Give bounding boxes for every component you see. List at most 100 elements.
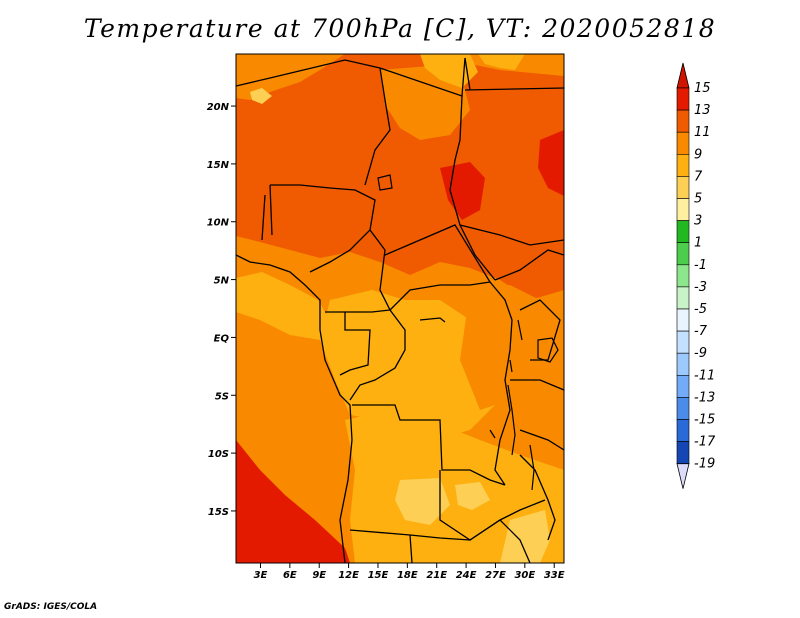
colorbar-label: 11 xyxy=(694,125,711,140)
colorbar-segment xyxy=(676,352,690,376)
lat-tick-label: 10S xyxy=(208,449,229,460)
map-frame xyxy=(235,53,565,564)
lat-tick-label: 5S xyxy=(215,391,229,402)
field-central-cool xyxy=(320,290,500,438)
border-cameroon xyxy=(345,229,391,313)
border-west-africa-coast xyxy=(236,254,353,563)
lake-victoria xyxy=(537,337,559,363)
latitude-axis: 20N 15N 10N 5N EQ 5S 10S 15S xyxy=(207,102,236,518)
colorbar-segment xyxy=(676,131,690,155)
colorbar-segment xyxy=(676,330,690,354)
colorbar-segment xyxy=(676,176,690,199)
border-algeria-niger xyxy=(236,59,381,87)
border-sudan-egypt xyxy=(464,57,471,91)
colorbar-segment xyxy=(676,308,690,332)
colorbar-segment xyxy=(676,109,690,133)
border-drc-east xyxy=(489,281,513,486)
lon-tick-label: 33E xyxy=(544,570,565,581)
field-warm-north xyxy=(236,54,564,300)
border-uganda-kenya xyxy=(519,299,561,361)
colorbar-segment xyxy=(676,220,690,244)
lon-tick-label: 27E xyxy=(485,570,506,581)
lake-kivu xyxy=(509,359,513,373)
border-gabon xyxy=(325,311,371,376)
field-patch-n xyxy=(380,66,470,140)
border-nigeria xyxy=(270,184,376,273)
colorbar-label: -3 xyxy=(694,280,707,295)
lon-tick-label: 12E xyxy=(338,570,359,581)
colorbar-label: -13 xyxy=(694,390,715,405)
longitude-axis: 3E 6E 9E 12E 15E 18E 21E 24E 27E 30E 33E xyxy=(254,563,565,581)
colorbar-segment xyxy=(676,264,690,288)
field-coast-cool xyxy=(236,272,330,340)
temperature-field xyxy=(236,54,564,563)
colorbar-segment xyxy=(676,286,690,310)
border-car xyxy=(384,224,492,311)
field-patch-nw xyxy=(236,54,345,100)
colorbar-label: 5 xyxy=(694,192,702,207)
lat-tick-label: 15S xyxy=(208,507,229,518)
colorbar-segment xyxy=(676,87,690,111)
lat-tick-label: EQ xyxy=(214,333,230,344)
border-libya-sudan xyxy=(464,87,564,91)
border-mozambique-malawi xyxy=(519,454,556,541)
lon-tick-label: 24E xyxy=(456,570,477,581)
lake-tanganyika xyxy=(507,384,516,456)
colorbar-label: -15 xyxy=(694,413,715,428)
lat-tick-label: 5N xyxy=(214,276,230,287)
lat-tick-label: 10N xyxy=(207,218,230,229)
border-benin-togo xyxy=(261,184,273,241)
lon-tick-label: 9E xyxy=(312,570,326,581)
colorbar-label: -11 xyxy=(694,368,715,383)
field-hot-sudan xyxy=(538,130,564,196)
colorbar-label: 9 xyxy=(694,147,702,162)
grads-credit: GrADS: IGES/COLA xyxy=(4,602,98,612)
border-chad-sudan xyxy=(449,95,496,281)
colorbar-segment xyxy=(676,198,690,221)
colorbar-label: 1 xyxy=(694,236,702,251)
lake-mweru xyxy=(489,429,496,439)
colorbar-segment xyxy=(676,154,690,177)
colorbar-segment xyxy=(676,242,690,266)
field-hot-sw xyxy=(236,440,350,563)
field-south-coolest-2 xyxy=(455,482,490,510)
lon-tick-label: 6E xyxy=(283,570,297,581)
colorbar-bottom-arrow xyxy=(676,463,690,489)
field-southeast-coolest xyxy=(500,510,550,563)
colorbar-label: 13 xyxy=(694,103,711,118)
border-angola xyxy=(352,404,506,486)
colorbar-segment xyxy=(676,441,690,465)
colorbar-label: 3 xyxy=(694,214,702,229)
lakes xyxy=(377,174,559,491)
border-south-lower xyxy=(409,519,531,563)
lake-malawi xyxy=(529,444,535,491)
lake-albert xyxy=(517,319,523,341)
field-patch-light-nw xyxy=(250,88,272,104)
field-south-coolest xyxy=(395,478,450,525)
lat-tick-label: 15N xyxy=(207,160,230,171)
border-ethiopia xyxy=(494,249,564,281)
border-congo-drc xyxy=(349,309,406,401)
colorbar-label: -9 xyxy=(694,346,707,361)
field-east-warm xyxy=(460,285,540,410)
border-sudan-south xyxy=(459,224,564,246)
colorbar-segment xyxy=(676,397,690,420)
lake-congo-river xyxy=(419,317,446,323)
lake-chad xyxy=(377,174,393,191)
colorbar-segment xyxy=(676,374,690,398)
field-hot-chad xyxy=(440,162,485,220)
lon-tick-label: 18E xyxy=(397,570,418,581)
lon-tick-label: 3E xyxy=(254,570,268,581)
colorbar-top-arrow xyxy=(676,62,690,89)
colorbar-label: 15 xyxy=(694,81,711,96)
border-niger-chad xyxy=(364,67,391,186)
lon-tick-label: 30E xyxy=(514,570,535,581)
border-tanzania xyxy=(510,379,564,451)
field-patch-ne xyxy=(478,54,525,70)
chart-title: Temperature at 700hPa [C], VT: 202005281… xyxy=(83,14,717,43)
colorbar-label: -19 xyxy=(694,457,715,472)
country-borders xyxy=(236,57,564,563)
border-zambia xyxy=(439,470,546,541)
lon-tick-label: 21E xyxy=(426,570,447,581)
